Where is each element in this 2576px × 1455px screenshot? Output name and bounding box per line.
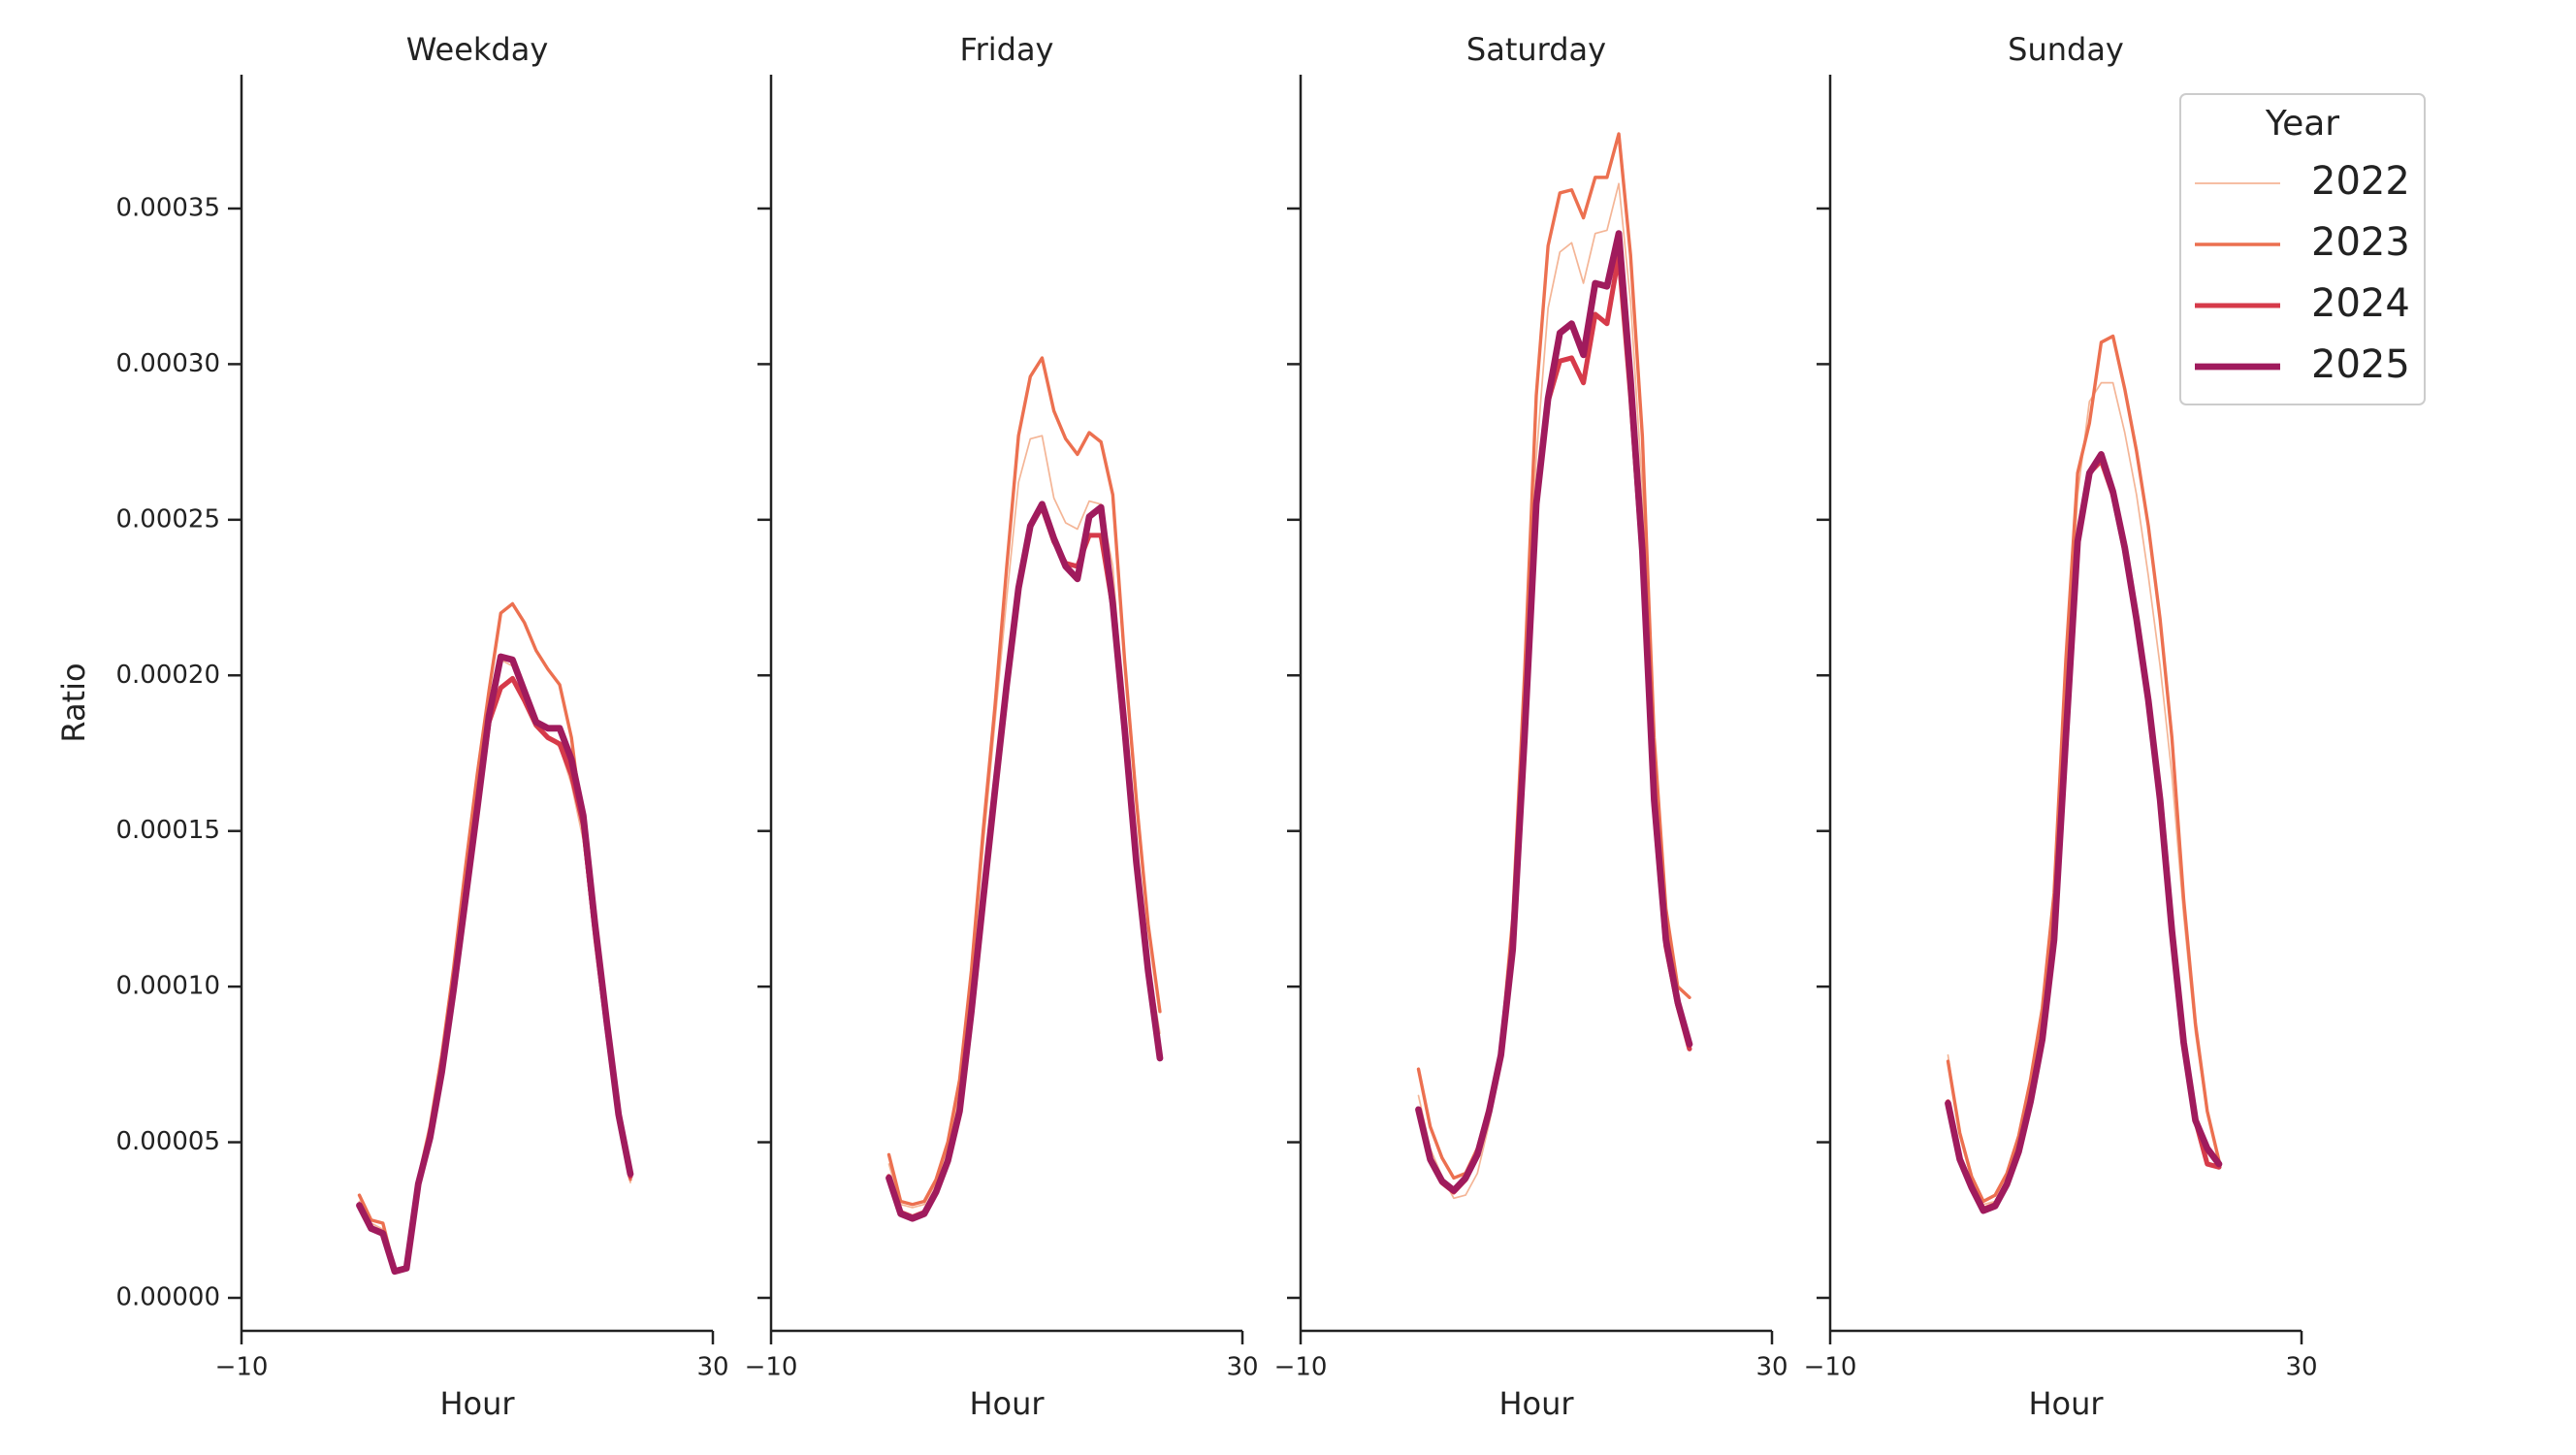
y-tick-label: 0.00030: [115, 349, 220, 378]
legend-label: 2022: [2311, 159, 2410, 204]
facet-title: Saturday: [1466, 31, 1606, 68]
y-tick-label: 0.00035: [115, 193, 220, 222]
x-tick-label: −10: [215, 1353, 269, 1382]
x-tick-label: 30: [1226, 1353, 1258, 1382]
y-tick-label: 0.00005: [115, 1127, 220, 1156]
x-axis-label: Hour: [1498, 1385, 1574, 1422]
x-tick-label: −10: [1804, 1353, 1857, 1382]
series-line: 2025: [1415, 230, 1693, 1194]
y-tick-label: 0.00000: [115, 1282, 220, 1311]
x-tick-label: 30: [696, 1353, 728, 1382]
y-tick-label: 0.00025: [115, 504, 220, 534]
facet-title: Weekday: [406, 31, 549, 68]
facet-title: Friday: [960, 31, 1054, 68]
x-axis-label: Hour: [969, 1385, 1045, 1422]
x-axis-label: Hour: [2028, 1385, 2104, 1422]
y-axis-label: Ratio: [55, 663, 92, 742]
series-line: 2023: [886, 356, 1162, 1207]
legend-title: Year: [2265, 104, 2339, 144]
x-tick-label: 30: [2285, 1353, 2317, 1382]
facet-title: Sunday: [2008, 31, 2124, 68]
x-tick-label: −10: [745, 1353, 798, 1382]
y-tick-label: 0.00010: [115, 972, 220, 1001]
series-line: 2024: [356, 675, 633, 1275]
series-line: 2023: [1946, 334, 2221, 1204]
x-tick-label: 30: [1755, 1353, 1787, 1382]
series-line: 2025: [356, 653, 634, 1276]
series-line: 2024: [886, 504, 1163, 1220]
series-line: 2023: [1416, 132, 1691, 1180]
x-tick-label: −10: [1274, 1353, 1328, 1382]
x-axis-label: Hour: [439, 1385, 515, 1422]
series-line: 2022: [358, 659, 631, 1271]
legend-label: 2023: [2311, 220, 2410, 265]
series-line: 2025: [886, 501, 1164, 1222]
legend-label: 2025: [2311, 342, 2410, 387]
legend-label: 2024: [2311, 281, 2410, 326]
y-tick-label: 0.00020: [115, 661, 220, 690]
series-line: 2025: [1945, 451, 2223, 1214]
legend-box: [2179, 93, 2426, 405]
y-tick-label: 0.00015: [115, 816, 220, 845]
